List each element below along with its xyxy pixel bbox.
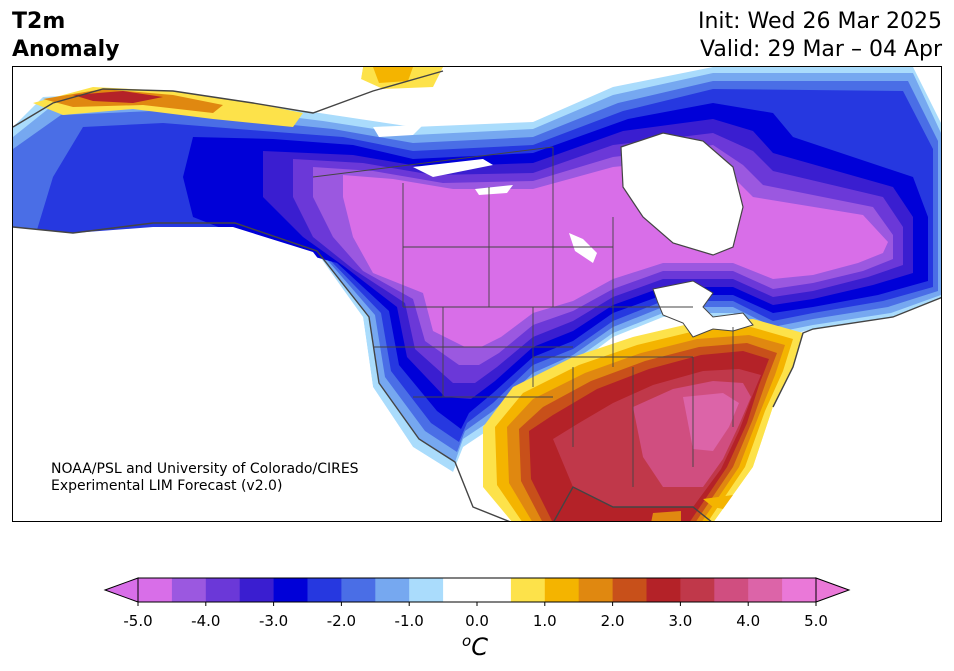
pacific-ocean [13,227,463,521]
anomaly-map: NOAA/PSL and University of Colorado/CIRE… [12,66,942,522]
state-borders [312,146,734,487]
unit-letter: C [471,633,488,661]
hudson-bay [620,132,744,256]
colorbar-tick-label: -2.0 [326,612,357,630]
colorbar-tick-label: -4.0 [191,612,221,630]
colorbar-high-extend [815,577,851,603]
colorbar-cell [375,578,410,602]
colorbar-cell [239,578,275,602]
colorbar-cell [273,578,308,602]
map-canvas [13,67,941,521]
credit-text: NOAA/PSL and University of Colorado/CIRE… [51,461,359,495]
alaska-warm-red [73,91,163,103]
white-patch-1 [413,159,493,177]
colorbar-tick-label: -1.0 [394,612,424,630]
colorbar-cell [714,578,749,602]
white-patch-4 [373,125,423,137]
title-line-1: T2m [12,9,66,34]
colorbar-unit: oC [462,632,488,661]
colorbar-tick-label: 2.0 [600,612,625,630]
colorbar-tick-label: 5.0 [804,612,828,630]
cold-core [343,157,888,347]
colorbar-cell [748,578,783,602]
colorbar-cell [782,578,817,602]
colorbar-tick-label: 1.0 [532,612,557,630]
forecast-dates: Init: Wed 26 Mar 2025 Valid: 29 Mar – 04… [698,8,942,64]
colorbar-cell [578,578,614,602]
unit-superscript: o [462,632,472,650]
colorbar-cell [205,578,241,602]
credit-line-2: Experimental LIM Forecast (v2.0) [51,478,283,494]
valid-date: Valid: 29 Mar – 04 Apr [700,37,942,62]
north-warm-gold [373,67,413,83]
white-patch-2 [475,185,513,195]
colorbar-cell [646,578,681,602]
colorbar-tick-label: 3.0 [668,612,693,630]
colorbar-cell [171,578,207,602]
arctic-ocean [13,67,363,107]
gulf-warm-orange [651,511,681,521]
colorbar-cell [510,578,546,602]
colorbar-ticks [137,602,817,606]
colorbar-frame [137,577,817,603]
colorbar-tick-label: 0.0 [465,612,489,630]
map-title: T2m Anomaly [12,8,119,64]
colorbar-cell [680,578,715,602]
title-line-2: Anomaly [12,37,120,62]
init-date: Init: Wed 26 Mar 2025 [697,9,942,34]
coastline [13,70,941,521]
colorbar-cell [544,578,580,602]
warm-band-pink [683,393,739,451]
colorbar-cell [341,578,376,602]
colorbar-cell [409,578,444,602]
colorbar-tick-label: 4.0 [736,612,761,630]
colorbar-cells [138,578,817,602]
credit-line-1: NOAA/PSL and University of Colorado/CIRE… [51,461,359,477]
colorbar-cell [477,578,512,602]
great-lakes [652,280,754,338]
colorbar-tick-label: -5.0 [123,612,153,630]
colorbar-cell [307,578,342,602]
white-patch-3 [569,233,597,263]
colorbar-cell [612,578,647,602]
atlantic-ocean [714,297,941,521]
colorbar-cell [138,578,173,602]
colorbar-low-extend [103,577,139,603]
colorbar-tick-label: -3.0 [258,612,289,630]
colorbar-cell [443,578,478,602]
